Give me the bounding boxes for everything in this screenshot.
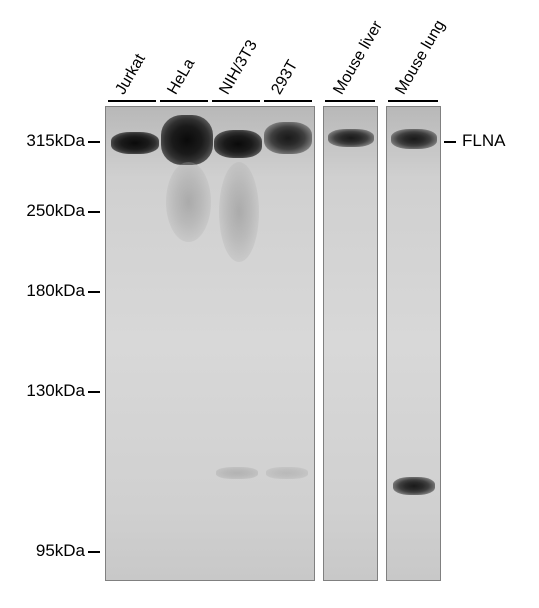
mw-tick [88,211,100,213]
band-mouse-liver-flna [328,129,374,147]
smear-hela [166,162,211,242]
lane-label-jurkat: Jurkat [112,51,149,98]
smear-nih3t3 [219,162,259,262]
band-293t-flna [264,122,312,154]
mw-label-180: 180kDa [10,281,85,301]
band-hela-flna [161,115,213,165]
blot-figure: { "figure": { "target_protein": "FLNA", … [0,0,539,608]
blot-panel-1 [105,106,315,581]
lane-underline [212,100,260,102]
lane-label-mouse-liver: Mouse liver [330,18,386,98]
band-mouse-lung-flna [391,129,437,149]
mw-tick [88,291,100,293]
blot-panel-3 [386,106,441,581]
mw-label-95: 95kDa [10,541,85,561]
mw-label-130: 130kDa [10,381,85,401]
mw-label-315: 315kDa [10,131,85,151]
band-mouse-lung-lower [393,477,435,495]
lane-underline [160,100,208,102]
mw-tick [88,551,100,553]
target-label-flna: FLNA [462,131,505,151]
lane-label-mouse-lung: Mouse lung [392,17,449,98]
band-weak-lower [216,467,258,479]
mw-label-250: 250kDa [10,201,85,221]
lane-label-hela: HeLa [164,56,199,98]
mw-tick [88,141,100,143]
lane-underline [325,100,375,102]
lane-underline [108,100,156,102]
lane-label-293t: 293T [268,57,302,98]
band-nih3t3-flna [214,130,262,158]
lane-underline [388,100,438,102]
band-jurkat-flna [111,132,159,154]
band-weak-lower [266,467,308,479]
lane-underline [264,100,312,102]
blot-panel-2 [323,106,378,581]
target-tick [444,141,456,143]
mw-tick [88,391,100,393]
lane-label-nih3t3: NIH/3T3 [216,37,261,98]
